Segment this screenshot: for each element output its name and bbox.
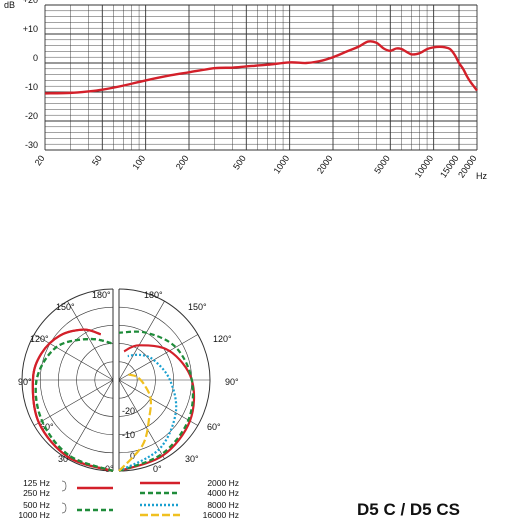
x-tick-label: 5000 xyxy=(372,153,392,175)
polar-spoke xyxy=(118,379,165,459)
x-axis-unit-label: Hz xyxy=(476,171,487,181)
response-curve xyxy=(44,40,478,95)
polar-angle-label: 60° xyxy=(207,422,221,432)
y-axis-unit-label: dB xyxy=(4,0,15,10)
polar-series-4000hz xyxy=(118,330,195,473)
polar-grid xyxy=(21,288,211,472)
y-tick-label: +20 xyxy=(23,0,38,5)
polar-angle-label: 60° xyxy=(40,422,54,432)
legend-label-left: 125 Hz xyxy=(23,478,50,488)
legend-label-right: 2000 Hz xyxy=(207,478,239,488)
legend-label-left: 500 Hz xyxy=(23,500,50,510)
polar-radial-label: -20 xyxy=(122,406,135,416)
polar-angle-label: 180° xyxy=(144,290,163,300)
polar-curves xyxy=(31,328,196,473)
polar-spoke xyxy=(67,379,114,459)
polar-angle-label: 120° xyxy=(30,334,49,344)
x-tick-label: 20 xyxy=(33,153,47,167)
frequency-response-chart: +20 +10 0 -10 -20 -30 20 50 100 200 500 1000 2000 50… xyxy=(4,0,487,181)
legend-label-right: 16000 Hz xyxy=(203,510,239,520)
polar-pattern-chart: 0° 0°30° 30°60° 60°90° 90°120° 120°150° 150°18… xyxy=(18,288,239,474)
x-tick-label: 1000 xyxy=(272,153,292,175)
y-tick-label: 0 xyxy=(33,53,38,63)
polar-angle-label: 0° xyxy=(153,464,162,474)
y-tick-label: -30 xyxy=(25,140,38,150)
x-tick-label: 10000 xyxy=(413,153,436,179)
polar-spoke xyxy=(67,301,114,381)
x-tick-label: 2000 xyxy=(315,153,335,175)
polar-spoke xyxy=(34,379,114,426)
y-tick-label: -10 xyxy=(25,82,38,92)
polar-angle-label: 90° xyxy=(18,377,32,387)
polar-spoke xyxy=(118,379,198,426)
frequency-y-tick-labels: +20 +10 0 -10 -20 -30 xyxy=(23,0,38,150)
y-tick-label: -20 xyxy=(25,111,38,121)
legend-brace xyxy=(61,502,67,514)
polar-angle-label: 30° xyxy=(185,454,199,464)
polar-angle-label: 90° xyxy=(225,377,239,387)
polar-angle-label: 120° xyxy=(213,334,232,344)
polar-series-250hz xyxy=(31,328,114,473)
legend-label-left: 250 Hz xyxy=(23,488,50,498)
polar-radial-label: 0 xyxy=(130,451,135,461)
polar-angle-labels: 0° 0°30° 30°60° 60°90° 90°120° 120°150° 150°18… xyxy=(18,290,239,474)
x-tick-label: 500 xyxy=(231,153,248,171)
polar-angle-label: 150° xyxy=(56,302,75,312)
polar-spoke xyxy=(34,334,114,381)
x-tick-label: 50 xyxy=(90,153,104,167)
polar-series-16000hz xyxy=(118,373,153,472)
legend-label-left: 1000 Hz xyxy=(18,510,50,520)
product-label: D5 C / D5 CS xyxy=(357,500,460,519)
polar-angle-label: 30° xyxy=(58,454,72,464)
frequency-grid xyxy=(44,4,478,151)
polar-series-8000hz xyxy=(118,353,178,472)
polar-series-1000hz xyxy=(34,337,114,473)
polar-series-500hz xyxy=(34,337,114,473)
legend-brace xyxy=(61,480,67,492)
polar-angle-label: 150° xyxy=(188,302,207,312)
y-tick-label: +10 xyxy=(23,24,38,34)
legend-label-right: 4000 Hz xyxy=(207,488,239,498)
polar-radial-label: -10 xyxy=(122,430,135,440)
x-tick-label: 200 xyxy=(174,153,191,171)
polar-angle-label: 180° xyxy=(92,290,111,300)
x-tick-label: 100 xyxy=(130,153,147,171)
legend-label-right: 8000 Hz xyxy=(207,500,239,510)
polar-spoke xyxy=(118,301,165,381)
polar-spoke xyxy=(118,334,198,381)
polar-radial-labels: 0 -10 -20 xyxy=(122,406,135,461)
